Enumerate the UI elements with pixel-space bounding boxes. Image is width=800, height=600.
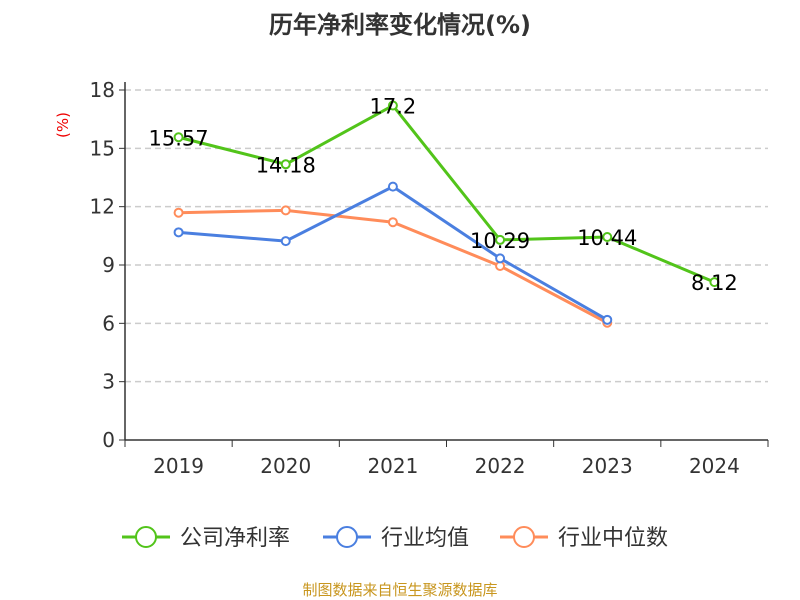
legend-label: 行业均值	[381, 526, 469, 551]
data-label: 14.18	[256, 153, 316, 177]
data-point	[495, 234, 506, 245]
legend-label: 行业中位数	[558, 526, 668, 551]
legend-marker	[336, 526, 358, 548]
data-label: 17.2	[370, 95, 417, 119]
x-tick-label: 2023	[582, 454, 633, 478]
data-point	[280, 159, 291, 170]
y-tick-label: 15	[90, 136, 115, 160]
data-label: 15.57	[149, 126, 209, 150]
data-point	[173, 227, 184, 238]
x-tick-label: 2024	[689, 454, 740, 478]
data-point	[495, 253, 506, 264]
data-point	[173, 207, 184, 218]
data-point	[602, 314, 613, 325]
x-tick-label: 2020	[260, 454, 311, 478]
y-axis-label: (%)	[54, 112, 72, 138]
legend-marker	[135, 526, 157, 548]
data-label: 8.12	[691, 271, 738, 295]
data-label: 10.44	[577, 226, 637, 250]
y-tick-label: 0	[102, 428, 115, 452]
y-tick-label: 18	[90, 78, 115, 102]
data-point	[709, 277, 720, 288]
y-tick-label: 6	[102, 311, 115, 335]
data-label: 10.29	[470, 229, 530, 253]
data-point	[280, 236, 291, 247]
series-line	[178, 103, 715, 284]
x-tick-label: 2022	[475, 454, 526, 478]
data-point	[387, 181, 398, 192]
chart-title: 历年净利率变化情况(%)	[269, 11, 531, 39]
x-tick-label: 2021	[367, 454, 418, 478]
legend-item: 行业中位数	[500, 526, 668, 551]
y-tick-label: 9	[102, 253, 115, 277]
data-point	[602, 232, 613, 242]
data-point	[280, 205, 291, 216]
source-note: 制图数据来自恒生聚源数据库	[302, 581, 497, 599]
legend-marker	[513, 526, 535, 548]
x-tick-label: 2019	[153, 454, 204, 478]
legend-label: 公司净利率	[180, 526, 290, 551]
y-tick-label: 3	[102, 370, 115, 394]
data-point	[173, 132, 184, 143]
legend-item: 公司净利率	[122, 526, 290, 551]
data-point	[387, 100, 398, 111]
y-tick-label: 12	[90, 195, 115, 219]
data-point	[387, 217, 398, 228]
series-line	[178, 184, 608, 322]
legend-item: 行业均值	[323, 526, 469, 551]
